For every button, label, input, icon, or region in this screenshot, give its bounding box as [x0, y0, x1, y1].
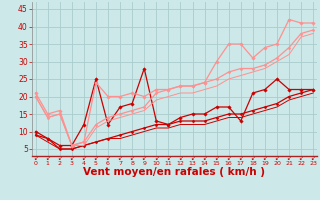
X-axis label: Vent moyen/en rafales ( km/h ): Vent moyen/en rafales ( km/h ) [84, 167, 265, 177]
